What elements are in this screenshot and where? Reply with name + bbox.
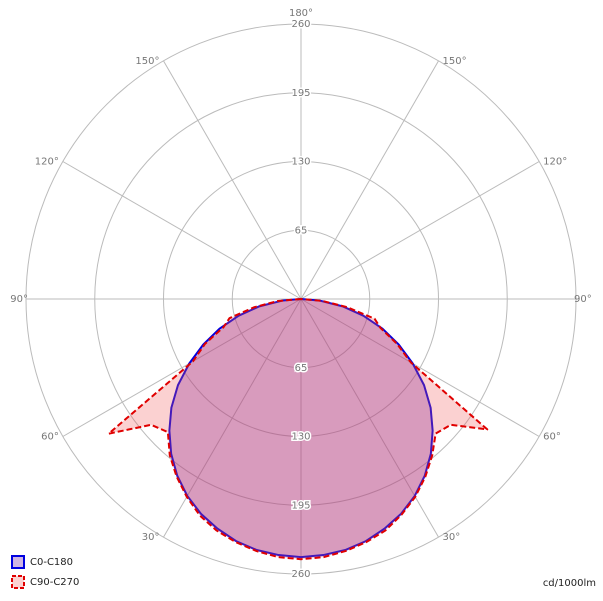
angle-label: 150° <box>135 56 159 67</box>
spoke <box>163 60 302 300</box>
r-tick-label: 130 <box>291 157 310 168</box>
spoke <box>62 298 302 437</box>
angle-label: 150° <box>443 56 467 67</box>
angle-label: 60° <box>543 432 561 443</box>
unit-label: cd/1000lm <box>543 578 596 589</box>
spoke <box>300 161 540 300</box>
series-area <box>107 298 489 561</box>
r-tick-label: 130 <box>291 432 310 443</box>
angle-label: 60° <box>41 432 59 443</box>
r-tick-label: 260 <box>291 569 310 580</box>
angle-label: 30° <box>443 532 461 543</box>
spoke <box>300 298 540 437</box>
r-tick-label: 260 <box>291 19 310 30</box>
r-tick-label: 65 <box>295 363 308 374</box>
legend-label: C90-C270 <box>30 577 79 588</box>
r-tick-label: 65 <box>295 225 308 236</box>
angle-label: 120° <box>543 157 567 168</box>
angle-label: 90° <box>10 294 28 305</box>
angle-label: 90° <box>574 294 592 305</box>
legend-swatch <box>11 575 25 589</box>
legend-swatch <box>11 555 25 569</box>
legend-label: C0-C180 <box>30 557 73 568</box>
r-tick-label: 195 <box>291 500 310 511</box>
angle-label: 120° <box>35 157 59 168</box>
spoke <box>62 161 302 300</box>
spoke <box>300 60 439 300</box>
angle-label: 30° <box>142 532 160 543</box>
r-tick-label: 195 <box>291 88 310 99</box>
angle-label: 180° <box>289 8 313 19</box>
